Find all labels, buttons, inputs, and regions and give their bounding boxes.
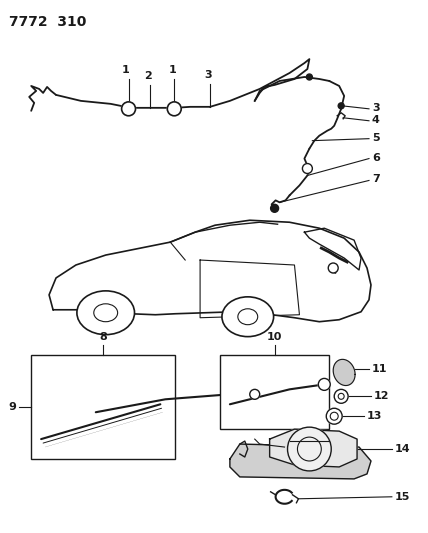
Circle shape [122, 102, 136, 116]
Polygon shape [270, 429, 357, 467]
Circle shape [328, 263, 338, 273]
Ellipse shape [77, 291, 134, 335]
Text: 10: 10 [267, 332, 282, 342]
Text: 3: 3 [372, 103, 380, 113]
Text: 6: 6 [372, 152, 380, 163]
Text: 3: 3 [204, 70, 212, 80]
Circle shape [306, 74, 312, 80]
Polygon shape [333, 359, 355, 385]
Text: 8: 8 [99, 332, 107, 342]
Text: 14: 14 [395, 444, 410, 454]
Circle shape [303, 164, 312, 173]
Text: 11: 11 [372, 365, 387, 375]
Ellipse shape [222, 297, 273, 337]
Text: 7: 7 [372, 174, 380, 184]
Text: 7772  310: 7772 310 [9, 15, 87, 29]
Polygon shape [230, 444, 371, 479]
Circle shape [318, 378, 330, 390]
Circle shape [334, 389, 348, 403]
Text: 5: 5 [372, 133, 380, 143]
Circle shape [338, 103, 344, 109]
Ellipse shape [238, 309, 258, 325]
Text: 9: 9 [9, 402, 16, 412]
Circle shape [250, 389, 260, 399]
Circle shape [288, 427, 331, 471]
Text: 2: 2 [145, 71, 152, 81]
Text: 4: 4 [372, 115, 380, 125]
Text: 13: 13 [367, 411, 382, 421]
Text: 12: 12 [374, 391, 389, 401]
Bar [31, 354, 175, 459]
Ellipse shape [94, 304, 118, 322]
Text: 15: 15 [395, 492, 410, 502]
Circle shape [326, 408, 342, 424]
Circle shape [270, 204, 279, 212]
Circle shape [167, 102, 181, 116]
Text: 1: 1 [168, 65, 176, 75]
Text: 1: 1 [122, 65, 129, 75]
Bar [220, 354, 329, 429]
